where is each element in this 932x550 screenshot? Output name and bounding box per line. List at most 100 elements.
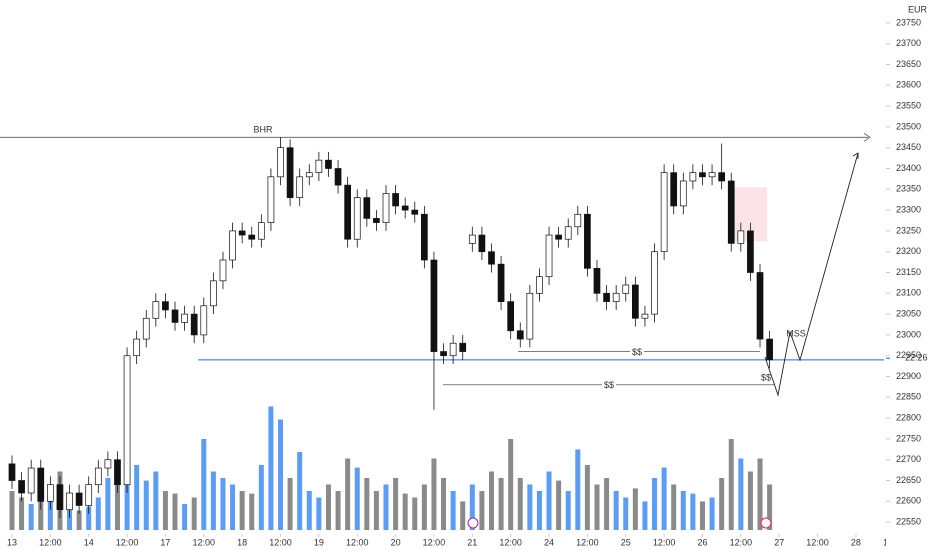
volume-bar (699, 501, 705, 530)
volume-bar (354, 467, 360, 530)
y-tick-label: 23100 (896, 288, 921, 298)
candle-body (56, 484, 64, 510)
candle-body (708, 172, 716, 178)
y-tick-label: 23650 (896, 59, 921, 69)
volume-bar (594, 484, 600, 530)
candle-body (66, 492, 73, 510)
volume-bar (325, 484, 331, 530)
candle-body (162, 301, 169, 311)
candle-body (468, 234, 476, 244)
y-tick-label: 22550 (896, 517, 921, 527)
volume-bar (393, 478, 399, 530)
y-tick-label: 23350 (896, 184, 921, 194)
volume-bar (747, 471, 753, 530)
volume-bar (76, 510, 82, 530)
volume-bar (182, 504, 188, 530)
currency-label: EUR (908, 4, 928, 14)
x-tick-label: 27 (774, 537, 784, 547)
volume-bar (402, 493, 408, 530)
candles (8, 137, 773, 518)
candle-body (277, 147, 284, 178)
x-tick-label: 12:00 (499, 537, 522, 547)
volume-bar (210, 471, 216, 530)
volume-bar (230, 484, 236, 530)
candle-body (142, 317, 150, 340)
volume-bar (565, 491, 571, 530)
candle-body (210, 280, 217, 307)
candle-body (631, 284, 639, 319)
x-tick-label: 20 (391, 537, 401, 547)
volume-bar (153, 471, 159, 530)
candle-body (516, 330, 524, 340)
volume-bar (86, 506, 92, 530)
annotation: $$ (604, 380, 614, 390)
volume-bar (441, 478, 447, 530)
volume-bar (556, 480, 562, 530)
volume-bar (632, 488, 638, 530)
candle-body (286, 147, 294, 198)
annotation: BHR (253, 125, 273, 135)
volume-bar (220, 478, 226, 530)
volume-bar (613, 491, 619, 530)
candle-body (679, 180, 687, 207)
candle-body (545, 234, 553, 278)
candle-body (670, 172, 678, 207)
x-tick-label: 14 (84, 537, 94, 547)
candle-body (411, 209, 419, 215)
y-tick-label: 23200 (896, 246, 921, 256)
volume-bar (201, 439, 207, 530)
candle-body (766, 338, 773, 361)
candle-body (382, 193, 390, 223)
volume-bar (239, 491, 245, 530)
candle-body (296, 176, 304, 198)
candle-body (507, 301, 515, 332)
axes: EUR 22550 22600 22650 22700 22750 22800 22850 2… (886, 0, 932, 550)
candle-body (267, 176, 275, 223)
event-icon[interactable] (760, 517, 772, 529)
volume-bar (364, 478, 370, 530)
volume-bar (536, 491, 542, 530)
candle-body (133, 338, 141, 357)
x-tick-label: 19 (314, 537, 324, 547)
candle-body (8, 463, 16, 481)
volume-bar (575, 449, 581, 530)
y-tick-label: 23050 (896, 308, 921, 318)
candle-body (229, 230, 236, 261)
volume-bar (249, 493, 255, 530)
volume-bar (527, 484, 533, 530)
volume-bar (728, 439, 734, 530)
candle-body (756, 272, 764, 340)
x-tick-label: 12:00 (576, 537, 599, 547)
volume-bar (709, 497, 715, 530)
candle-body (584, 213, 591, 269)
candle-body (526, 292, 534, 340)
candle-body (574, 213, 582, 228)
volume-bar (316, 497, 322, 530)
candle-body (181, 313, 188, 323)
volume-bar (19, 497, 25, 530)
y-tick-label: 23550 (896, 100, 921, 110)
candle-body (593, 267, 601, 294)
y-tick-label: 23450 (896, 142, 921, 152)
y-tick-label: 23750 (896, 17, 921, 27)
x-tick-label: 12:00 (806, 537, 829, 547)
y-tick-label: 22700 (896, 454, 921, 464)
x-tick-label: 12:00 (653, 537, 676, 547)
volume-bar (498, 478, 504, 530)
y-tick-label: 22650 (896, 475, 921, 485)
candle-body (305, 172, 313, 178)
projection-arrow (852, 152, 859, 159)
annotation: $$ (761, 372, 771, 382)
volume-bar (258, 465, 264, 530)
candle-body (421, 213, 428, 261)
y-tick-label: 22800 (896, 412, 921, 422)
volume-bar (162, 491, 168, 530)
candle-body (171, 309, 179, 323)
candle-body (257, 222, 265, 240)
candle-body (85, 484, 93, 506)
y-tick-label: 23500 (896, 121, 921, 131)
candle-body (238, 230, 246, 236)
event-icon[interactable] (467, 517, 479, 529)
